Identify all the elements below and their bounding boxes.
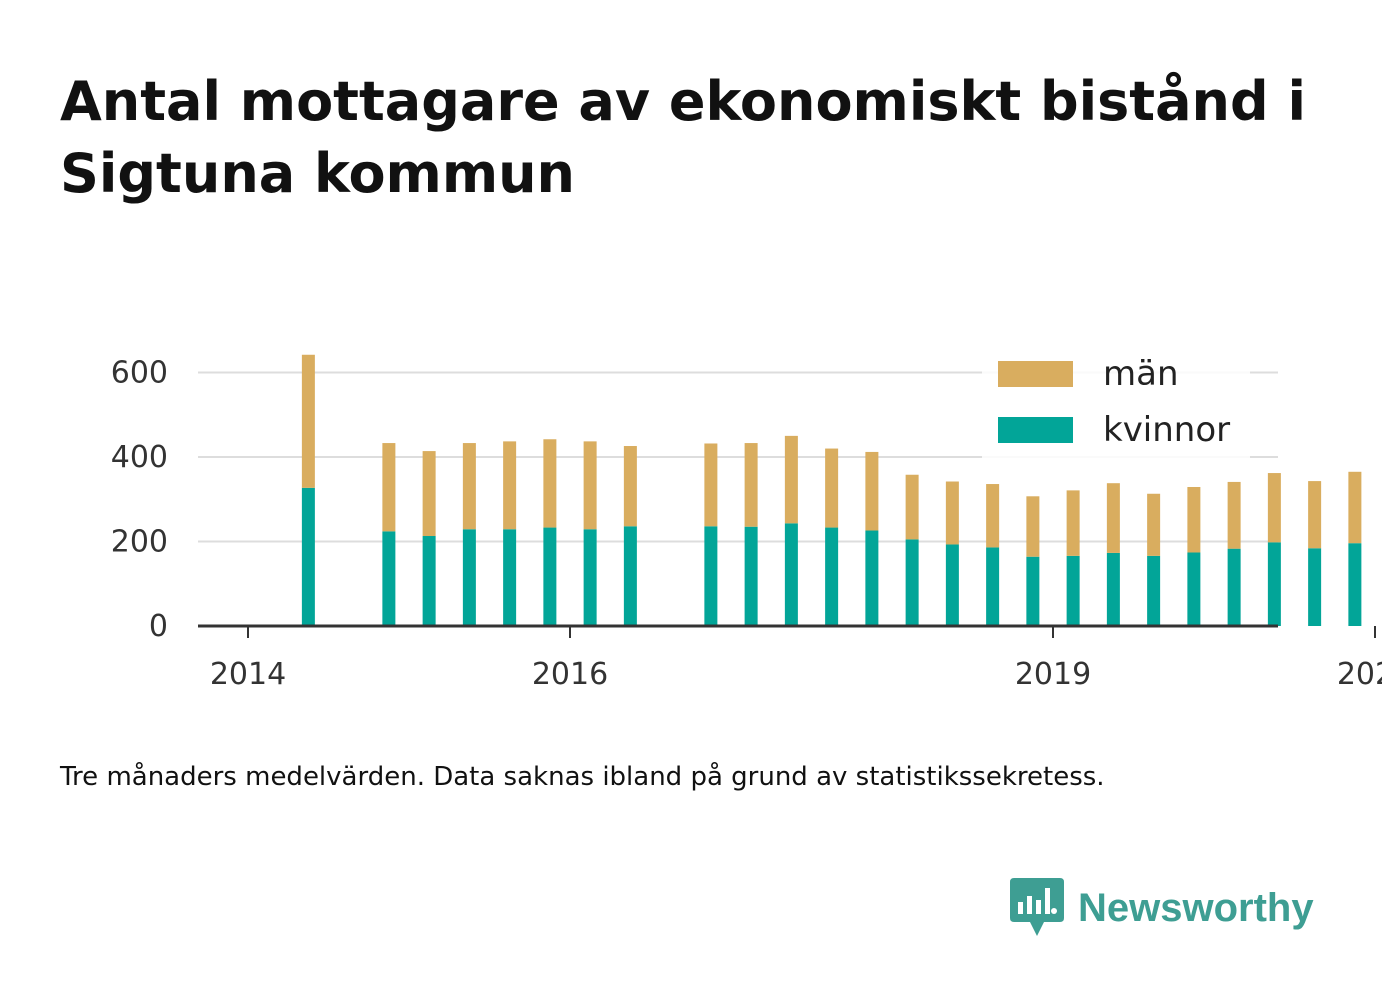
bar-man [1267,473,1281,543]
bar-kvinnor [583,529,597,626]
bar-man [583,441,597,530]
bar-man [1348,471,1362,544]
bar-kvinnor [865,530,879,626]
bar-kvinnor [945,544,959,626]
bar-man [543,439,557,528]
bar-man [422,451,436,537]
axes: 0200400600201420162019202120242026 [111,356,1382,693]
bar-man [1308,481,1322,549]
bar-man [301,354,315,488]
bar-man [1147,493,1161,556]
brand-name: Newsworthy [1078,885,1314,930]
legend-label: män [1103,354,1179,394]
bar-kvinnor [1026,556,1040,626]
bar-man [623,446,637,527]
bar-man [503,441,517,530]
x-tick-label: 2021 [1337,657,1382,692]
chart-title: Antal mottagare av ekonomiskt bistånd i … [60,70,1306,205]
bar-man [1106,483,1120,553]
bar-kvinnor [905,539,919,626]
bar-kvinnor [382,531,396,626]
bar-kvinnor [1227,548,1241,626]
bar-kvinnor [1187,552,1201,626]
x-tick-label: 2016 [532,657,608,692]
bar-man [1227,481,1241,549]
bar-kvinnor [543,527,557,626]
bar-kvinnor [1267,542,1281,626]
bar-man [704,443,718,527]
bar-kvinnor [462,529,476,626]
bar-man [945,481,959,545]
bar-man [744,443,758,527]
bar-kvinnor [1066,555,1080,626]
bar-kvinnor [784,523,798,626]
bar-man [905,474,919,540]
bar-kvinnor [704,526,718,626]
bar-man [784,435,798,524]
bar-kvinnor [623,526,637,626]
bar-kvinnor [744,526,758,626]
bar-man [825,448,839,528]
bar-man [986,484,1000,548]
x-tick-label: 2019 [1015,657,1091,692]
y-tick-label: 0 [149,609,168,644]
y-tick-label: 200 [111,525,168,560]
bar-kvinnor [1348,543,1362,626]
bar-man [1026,496,1040,557]
legend: män kvinnor [982,350,1250,462]
bar-kvinnor [503,529,517,626]
bar-kvinnor [1308,548,1322,626]
bar-kvinnor [825,527,839,626]
bar-marks [301,354,1362,626]
chart-caption: Tre månaders medelvärden. Data saknas ib… [60,762,1105,792]
bar-man [382,443,396,532]
bar-kvinnor [1147,555,1161,626]
bar-kvinnor [1106,552,1120,626]
bar-chart-speech-bubble-icon [1010,878,1064,936]
bar-man [865,451,879,531]
x-tick-label: 2014 [210,657,286,692]
brand-logo: Newsworthy [1010,878,1314,938]
legend-label: kvinnor [1103,410,1230,450]
bar-kvinnor [301,487,315,626]
bar-kvinnor [422,536,436,626]
legend-swatch [998,361,1073,387]
bar-man [1187,486,1201,553]
legend-swatch [998,417,1073,443]
y-tick-label: 400 [111,440,168,475]
bar-kvinnor [986,547,1000,626]
bar-man [462,443,476,530]
bar-man [1066,490,1080,556]
y-tick-label: 600 [111,356,168,391]
